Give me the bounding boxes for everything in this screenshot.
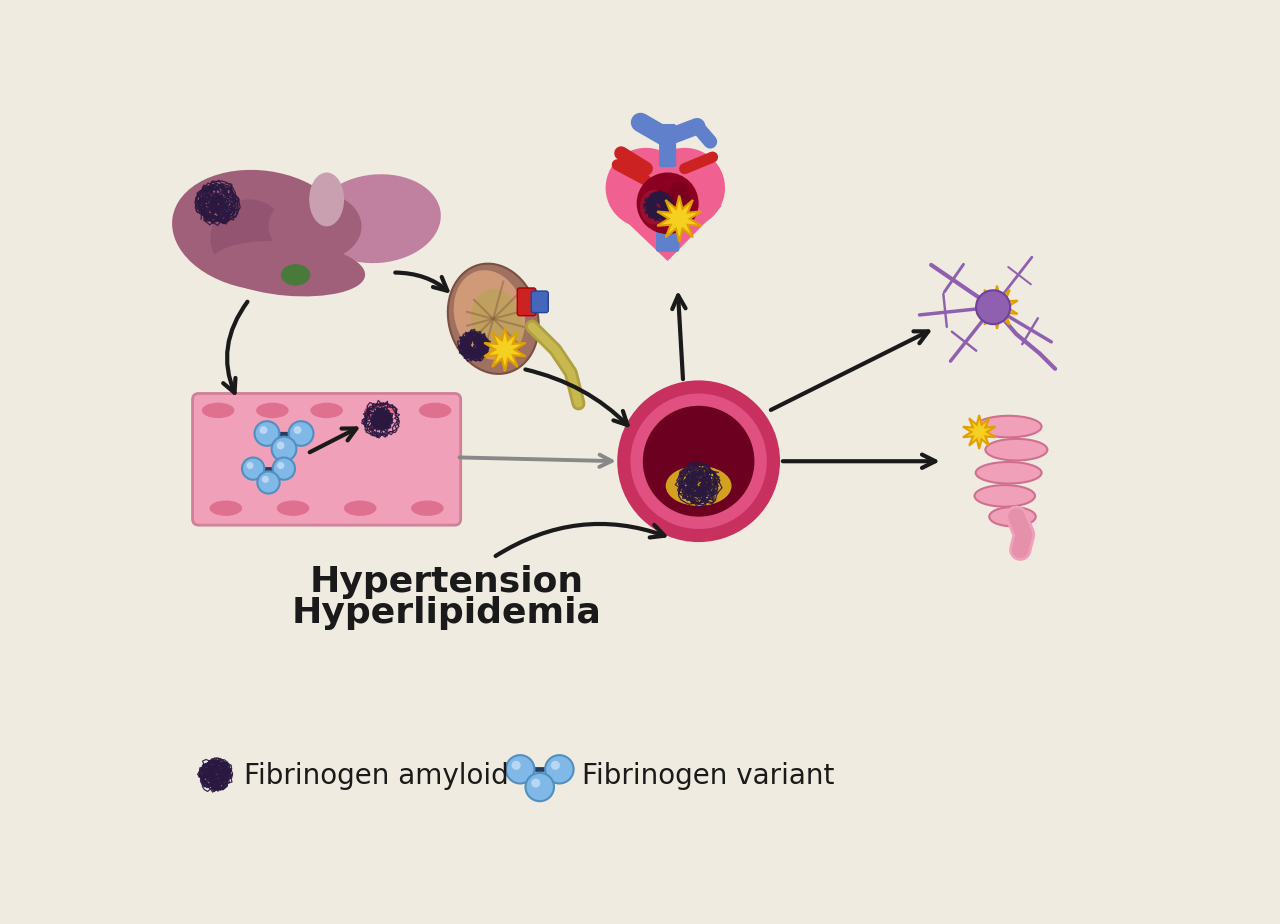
Ellipse shape [310,173,344,226]
Ellipse shape [276,501,310,516]
Ellipse shape [210,200,288,276]
Polygon shape [657,196,701,242]
Circle shape [271,437,297,461]
FancyBboxPatch shape [517,288,536,316]
Polygon shape [977,286,1018,329]
Text: Hypertension: Hypertension [310,565,584,599]
Ellipse shape [314,175,440,263]
Ellipse shape [666,466,732,506]
Polygon shape [609,206,722,261]
Ellipse shape [448,263,539,374]
Ellipse shape [411,501,444,516]
Ellipse shape [636,173,699,234]
Circle shape [247,462,253,469]
Circle shape [257,471,279,493]
Ellipse shape [986,439,1047,460]
Circle shape [512,760,521,770]
FancyBboxPatch shape [657,220,680,251]
Circle shape [273,457,294,480]
Circle shape [262,476,269,483]
Circle shape [276,442,284,449]
Ellipse shape [310,403,343,419]
Ellipse shape [668,182,690,209]
Circle shape [545,755,573,784]
Circle shape [255,421,279,445]
Circle shape [293,426,302,434]
Circle shape [526,772,554,801]
Ellipse shape [210,501,242,516]
Ellipse shape [974,485,1036,506]
Circle shape [550,760,559,770]
Ellipse shape [202,403,234,419]
Polygon shape [963,415,996,449]
Ellipse shape [989,507,1036,527]
Polygon shape [484,328,526,371]
Circle shape [242,457,264,480]
Ellipse shape [172,170,349,290]
Circle shape [605,148,686,228]
Circle shape [260,426,268,434]
Circle shape [289,421,314,445]
Ellipse shape [211,241,365,297]
FancyBboxPatch shape [659,124,676,167]
Ellipse shape [280,264,310,286]
Circle shape [278,462,284,469]
Circle shape [977,290,1010,324]
Ellipse shape [344,501,376,516]
Ellipse shape [269,192,361,261]
Ellipse shape [471,288,524,357]
Circle shape [631,394,767,529]
Text: Hyperlipidemia: Hyperlipidemia [292,596,602,630]
Ellipse shape [365,403,397,419]
Ellipse shape [256,403,289,419]
Circle shape [506,755,535,784]
Text: Fibrinogen variant: Fibrinogen variant [582,762,835,790]
Circle shape [643,406,754,517]
FancyBboxPatch shape [531,291,548,312]
Ellipse shape [640,189,667,225]
Circle shape [531,779,540,787]
FancyBboxPatch shape [192,394,461,525]
Circle shape [644,148,724,228]
Ellipse shape [453,270,525,359]
Ellipse shape [975,462,1042,483]
Text: Fibrinogen amyloid: Fibrinogen amyloid [243,762,508,790]
Ellipse shape [419,403,452,419]
Ellipse shape [975,416,1042,437]
Circle shape [617,381,780,542]
